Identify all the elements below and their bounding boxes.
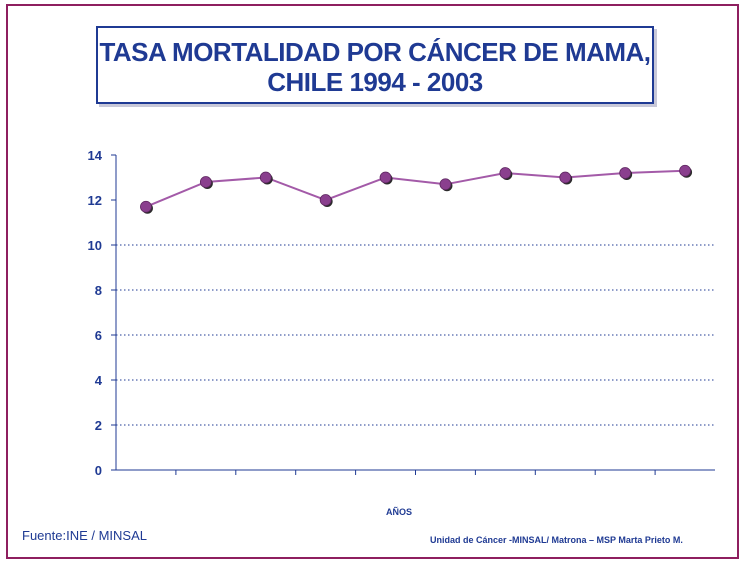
point-2001 bbox=[559, 171, 572, 184]
point-1994 bbox=[140, 200, 152, 213]
x-axis-label: AÑOS bbox=[386, 507, 413, 517]
point-1996 bbox=[259, 171, 272, 184]
point-1997 bbox=[319, 194, 332, 206]
chart-title-line-2: CHILE 1994 - 2003 bbox=[267, 67, 483, 97]
series-line bbox=[145, 169, 686, 208]
point-1995 bbox=[199, 176, 212, 188]
chart-title-line-1: TASA MORTALIDAD POR CÁNCER DE MAMA, bbox=[99, 37, 651, 67]
y-tick-label-2: 2 bbox=[95, 418, 102, 433]
credit-note: Unidad de Cáncer -MINSAL/ Matrona – MSP … bbox=[430, 535, 683, 545]
y-tick-label-6: 6 bbox=[95, 328, 102, 343]
y-tick-label-8: 8 bbox=[95, 283, 102, 298]
chart-title-box: TASA MORTALIDAD POR CÁNCER DE MAMA, CHIL… bbox=[96, 26, 654, 104]
point-2000 bbox=[499, 167, 512, 179]
point-2002 bbox=[619, 167, 632, 179]
point-1999 bbox=[439, 178, 452, 191]
y-tick-label-10: 10 bbox=[88, 238, 102, 253]
point-2003 bbox=[679, 164, 691, 177]
slide-frame bbox=[6, 4, 739, 559]
y-tick-label-4: 4 bbox=[95, 373, 103, 388]
y-tick-label-14: 14 bbox=[88, 148, 103, 163]
y-tick-label-0: 0 bbox=[95, 463, 102, 478]
source-note: Fuente:INE / MINSAL bbox=[22, 528, 147, 543]
point-1998 bbox=[379, 171, 392, 184]
y-tick-label-12: 12 bbox=[88, 193, 102, 208]
